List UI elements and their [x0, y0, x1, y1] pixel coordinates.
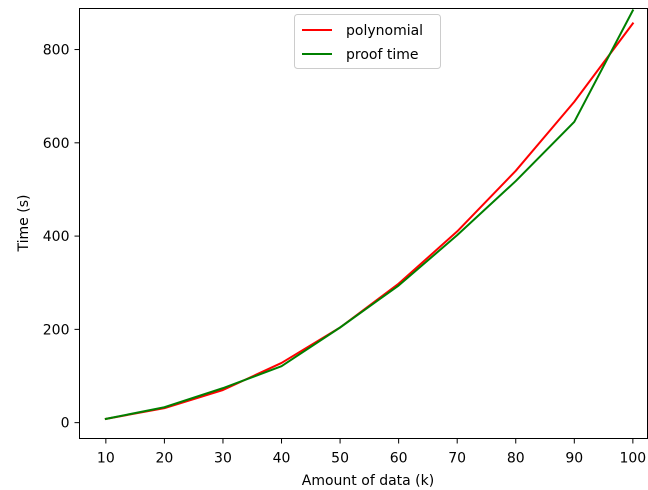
y-tick-label: 800 — [43, 43, 70, 59]
x-tick-label: 80 — [507, 451, 525, 467]
x-axis-ticks: 10 20 30 40 50 60 70 80 90 100 — [97, 438, 646, 467]
legend-label: polynomial — [346, 23, 423, 39]
x-tick-label: 40 — [273, 451, 291, 467]
x-tick-label: 70 — [448, 451, 466, 467]
x-tick-label: 60 — [390, 451, 408, 467]
x-tick-label: 10 — [97, 451, 115, 467]
x-axis-label: Amount of data (k) — [302, 473, 434, 489]
series-line-proof-time — [104, 9, 635, 421]
plot-frame — [79, 8, 648, 439]
series-line-polynomial — [104, 22, 635, 421]
y-tick-label: 400 — [43, 229, 70, 245]
x-tick-label: 90 — [565, 451, 583, 467]
legend: polynomial proof time — [294, 14, 441, 69]
y-tick-label: 200 — [43, 322, 70, 338]
series-layer — [104, 9, 635, 421]
y-axis-ticks: 0 200 400 600 800 — [43, 43, 80, 432]
y-axis-label: Time (s) — [16, 195, 32, 253]
legend-label: proof time — [346, 47, 418, 63]
y-tick-label: 0 — [61, 416, 70, 432]
x-tick-label: 20 — [155, 451, 173, 467]
x-tick-label: 50 — [331, 451, 349, 467]
x-tick-label: 30 — [214, 451, 232, 467]
x-tick-label: 100 — [619, 451, 646, 467]
y-tick-label: 600 — [43, 136, 70, 152]
